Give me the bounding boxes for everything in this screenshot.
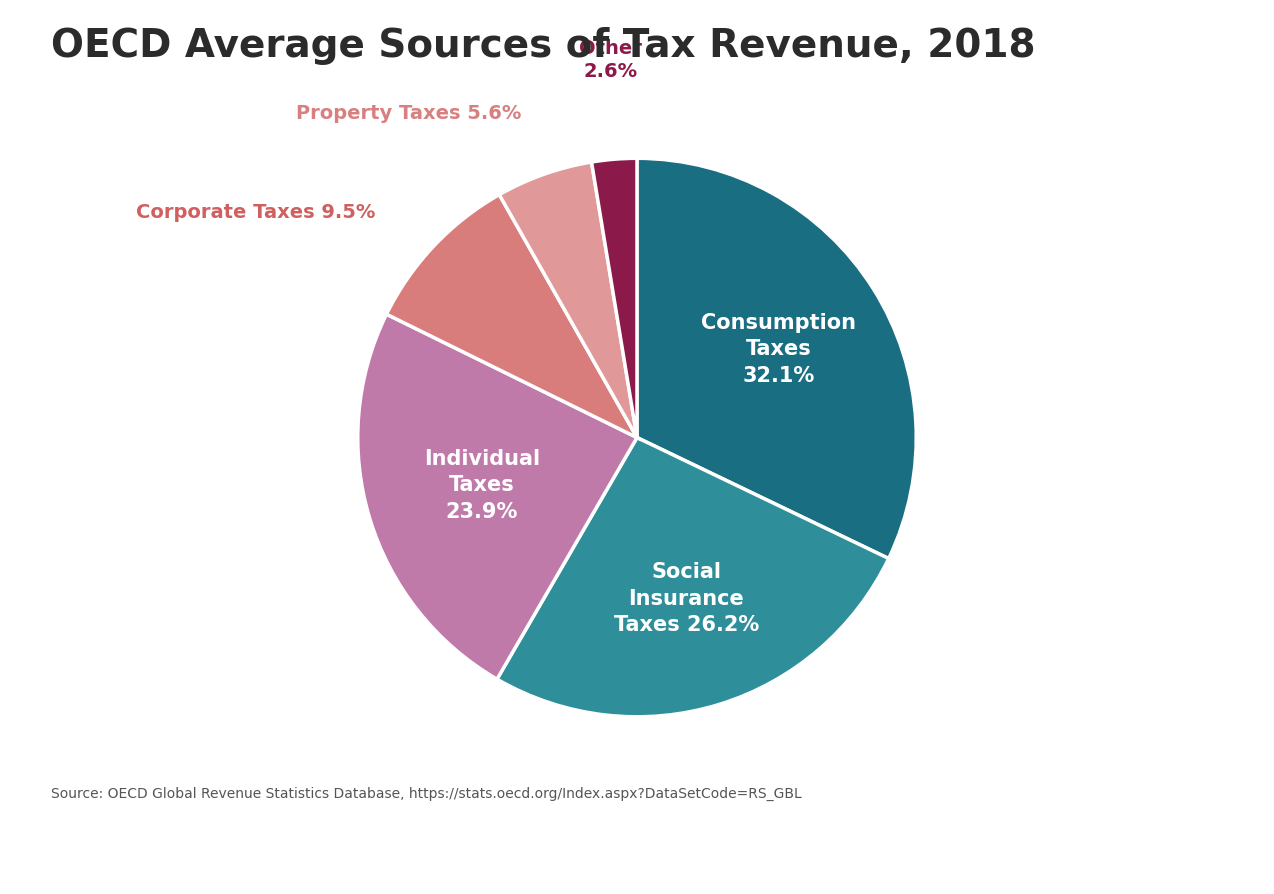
Text: Consumption
Taxes
32.1%: Consumption Taxes 32.1%	[701, 313, 856, 385]
Text: OECD Average Sources of Tax Revenue, 2018: OECD Average Sources of Tax Revenue, 201…	[51, 27, 1036, 64]
Text: Property Taxes 5.6%: Property Taxes 5.6%	[297, 105, 521, 123]
Text: TAX FOUNDATION: TAX FOUNDATION	[23, 852, 217, 872]
Text: Source: OECD Global Revenue Statistics Database, https://stats.oecd.org/Index.as: Source: OECD Global Revenue Statistics D…	[51, 786, 801, 800]
Text: @TaxFoundation: @TaxFoundation	[1071, 852, 1251, 872]
Wedge shape	[591, 159, 637, 438]
Wedge shape	[358, 315, 637, 679]
Wedge shape	[386, 196, 637, 438]
Text: Corporate Taxes 9.5%: Corporate Taxes 9.5%	[135, 203, 375, 222]
Text: Individual
Taxes
23.9%: Individual Taxes 23.9%	[424, 449, 540, 521]
Wedge shape	[637, 159, 916, 559]
Text: Social
Insurance
Taxes 26.2%: Social Insurance Taxes 26.2%	[614, 561, 759, 635]
Wedge shape	[497, 438, 889, 717]
Text: Other
2.6%: Other 2.6%	[578, 38, 642, 81]
Wedge shape	[499, 163, 637, 438]
